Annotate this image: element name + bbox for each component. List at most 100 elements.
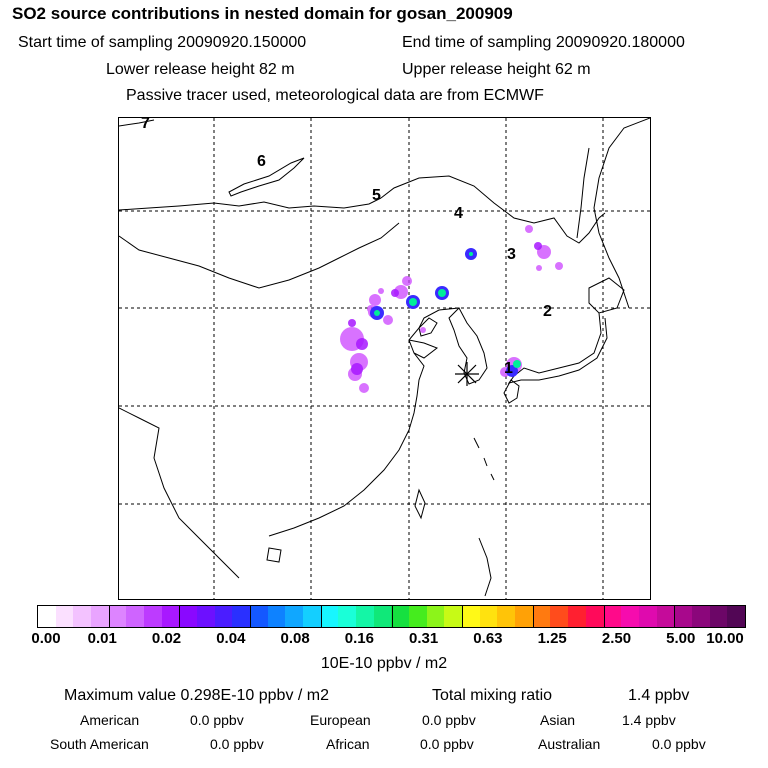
colorbar-cell xyxy=(638,606,657,627)
sakhalin-island xyxy=(576,147,590,239)
region-value-south-american: 0.0 ppbv xyxy=(210,736,264,752)
upper-release-label: Upper release height 62 m xyxy=(402,61,591,78)
lat-lon-grid xyxy=(119,118,650,599)
plume-cell xyxy=(409,298,417,306)
map-canvas: 1 2 3 4 5 6 7 xyxy=(119,118,650,599)
map-panel: 1 2 3 4 5 6 7 xyxy=(118,117,651,600)
colorbar-cell xyxy=(585,606,604,627)
colorbar-cell xyxy=(656,606,675,627)
ryukyu-islands xyxy=(473,437,495,481)
receptor-asterisk-icon xyxy=(455,362,479,386)
shandong-peninsula xyxy=(408,339,439,359)
mongolia-china-border xyxy=(119,222,400,289)
plume-cell xyxy=(513,360,521,368)
plume-cell xyxy=(555,262,563,270)
colorbar-divider xyxy=(320,605,322,628)
tracer-info-label: Passive tracer used, meteorological data… xyxy=(126,87,544,104)
colorbar-divider xyxy=(603,605,605,628)
colorbar-tick-label: 0.02 xyxy=(151,630,182,647)
colorbar-cell xyxy=(108,606,127,627)
plume-cell xyxy=(469,252,473,256)
plume-cell xyxy=(359,383,369,393)
colorbar-tick-label: 5.00 xyxy=(666,630,696,647)
philippines-coast xyxy=(478,537,492,597)
korean-peninsula xyxy=(448,307,488,385)
honshu xyxy=(507,312,608,384)
region-value-australian: 0.0 ppbv xyxy=(652,736,706,752)
region-value-african: 0.0 ppbv xyxy=(420,736,474,752)
start-time-label: Start time of sampling 20090920.150000 xyxy=(18,34,307,51)
plume-cell xyxy=(525,225,533,233)
plume-cell xyxy=(374,310,380,316)
colorbar-cell xyxy=(338,606,357,627)
colorbar-divider xyxy=(462,605,464,628)
russia-pacific-coast xyxy=(593,118,650,309)
colorbar-unit: 10E-10 ppbv / m2 xyxy=(320,655,448,672)
russia-mongolia-border xyxy=(119,197,382,211)
total-mixing-value: 1.4 ppbv xyxy=(628,687,690,704)
bohai-sea xyxy=(418,317,438,337)
colorbar-cell xyxy=(727,606,745,627)
kyushu xyxy=(503,379,520,404)
colorbar-divider xyxy=(532,605,534,628)
colorbar-cell xyxy=(409,606,427,627)
colorbar-cell xyxy=(462,606,480,627)
colorbar-divider xyxy=(179,605,181,628)
colorbar-cell xyxy=(91,606,109,627)
colorbar-cell xyxy=(320,606,339,627)
colorbar-tick-label: 0.01 xyxy=(87,630,117,647)
colorbar-tick-label: 0.00 xyxy=(31,630,61,647)
colorbar-cell xyxy=(73,606,92,627)
region-value-american: 0.0 ppbv xyxy=(190,712,244,728)
region-value-european: 0.0 ppbv xyxy=(422,712,476,728)
region-name-african: African xyxy=(326,736,370,752)
colorbar-cell xyxy=(709,606,728,627)
max-value-label: Maximum value 0.298E-10 ppbv / m2 xyxy=(64,687,330,704)
colorbar-cell xyxy=(285,606,304,627)
colorbar-cell xyxy=(550,606,569,627)
colorbar-cell xyxy=(250,606,268,627)
day-label-5: 5 xyxy=(372,187,381,204)
colorbar-cell xyxy=(267,606,286,627)
colorbar-cell xyxy=(356,606,374,627)
colorbar-cell xyxy=(621,606,639,627)
plume-cell xyxy=(536,265,542,271)
colorbar-cell xyxy=(232,606,251,627)
region-name-australian: Australian xyxy=(538,736,601,752)
coastlines xyxy=(119,118,650,597)
plume-cell xyxy=(438,289,446,297)
arctic-coast xyxy=(119,119,155,127)
colorbar-cell xyxy=(444,606,463,627)
taiwan-island xyxy=(414,488,426,520)
colorbar-cell xyxy=(373,606,392,627)
day-label-7: 7 xyxy=(141,118,150,132)
plume-cell xyxy=(351,363,363,375)
region-name-asian: Asian xyxy=(540,712,576,728)
region-name-european: European xyxy=(310,712,371,728)
region-name-south-american: South American xyxy=(50,736,149,752)
tracer-plume xyxy=(340,225,563,393)
colorbar-cell xyxy=(603,606,622,627)
region-value-asian: 1.4 ppbv xyxy=(622,712,676,728)
end-time-label: End time of sampling 20090920.180000 xyxy=(402,34,685,51)
colorbar-cell xyxy=(691,606,710,627)
colorbar-tick-label: 2.50 xyxy=(601,630,632,647)
china-east-coast xyxy=(268,307,460,537)
plume-cell xyxy=(383,315,393,325)
plume-cell xyxy=(356,338,368,350)
colorbar xyxy=(37,605,746,628)
colorbar-divider xyxy=(250,605,252,628)
colorbar-cell xyxy=(214,606,233,627)
colorbar-cell xyxy=(532,606,551,627)
colorbar-cell xyxy=(161,606,180,627)
plume-cell xyxy=(378,288,384,294)
map-title: SO2 source contributions in nested domai… xyxy=(12,4,513,23)
colorbar-cell xyxy=(568,606,586,627)
plume-cell xyxy=(391,289,399,297)
colorbar-cell xyxy=(303,606,321,627)
manchuria-border xyxy=(380,175,606,244)
colorbar-cell xyxy=(126,606,145,627)
hokkaido xyxy=(588,277,625,314)
colorbar-cell xyxy=(179,606,198,627)
colorbar-tick-label: 0.31 xyxy=(409,630,439,647)
